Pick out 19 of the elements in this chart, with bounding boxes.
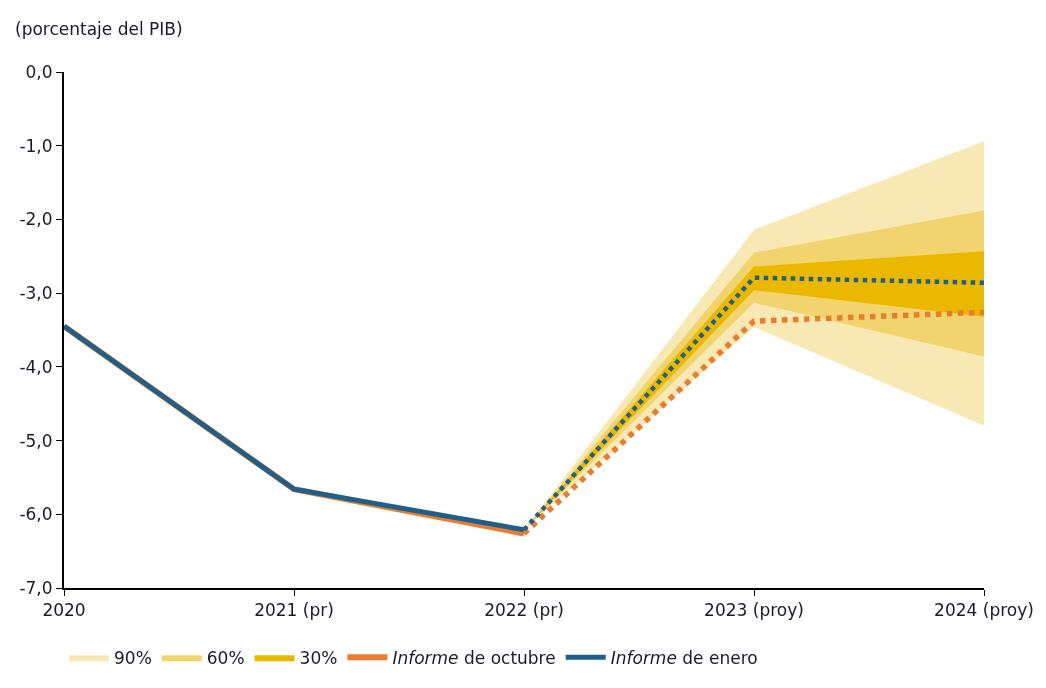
- y-tick-label: -3,0: [19, 283, 53, 304]
- x-tick-label: 2021 (pr): [254, 600, 334, 621]
- x-tick-label: 2022 (pr): [484, 600, 564, 621]
- y-tick-label: -5,0: [19, 430, 53, 451]
- x-tick-label: 2024 (proy): [934, 600, 1034, 621]
- legend-label: Informe de enero: [610, 647, 758, 668]
- legend-label: Informe de octubre: [392, 647, 556, 668]
- legend-label: 60%: [206, 647, 245, 668]
- y-tick-label: -6,0: [19, 504, 53, 525]
- legend-label: 90%: [114, 647, 152, 668]
- y-axis-title: (porcentaje del PIB): [15, 19, 183, 39]
- y-tick-label: -4,0: [19, 356, 53, 377]
- y-tick-label: -1,0: [19, 135, 53, 156]
- y-tick-label: -7,0: [19, 577, 53, 598]
- legend-label: 30%: [299, 647, 338, 668]
- x-tick-label: 2020: [42, 600, 86, 621]
- y-tick-label: -2,0: [19, 209, 53, 230]
- y-tick-label: 0,0: [25, 61, 53, 82]
- x-tick-label: 2023 (proy): [704, 600, 804, 621]
